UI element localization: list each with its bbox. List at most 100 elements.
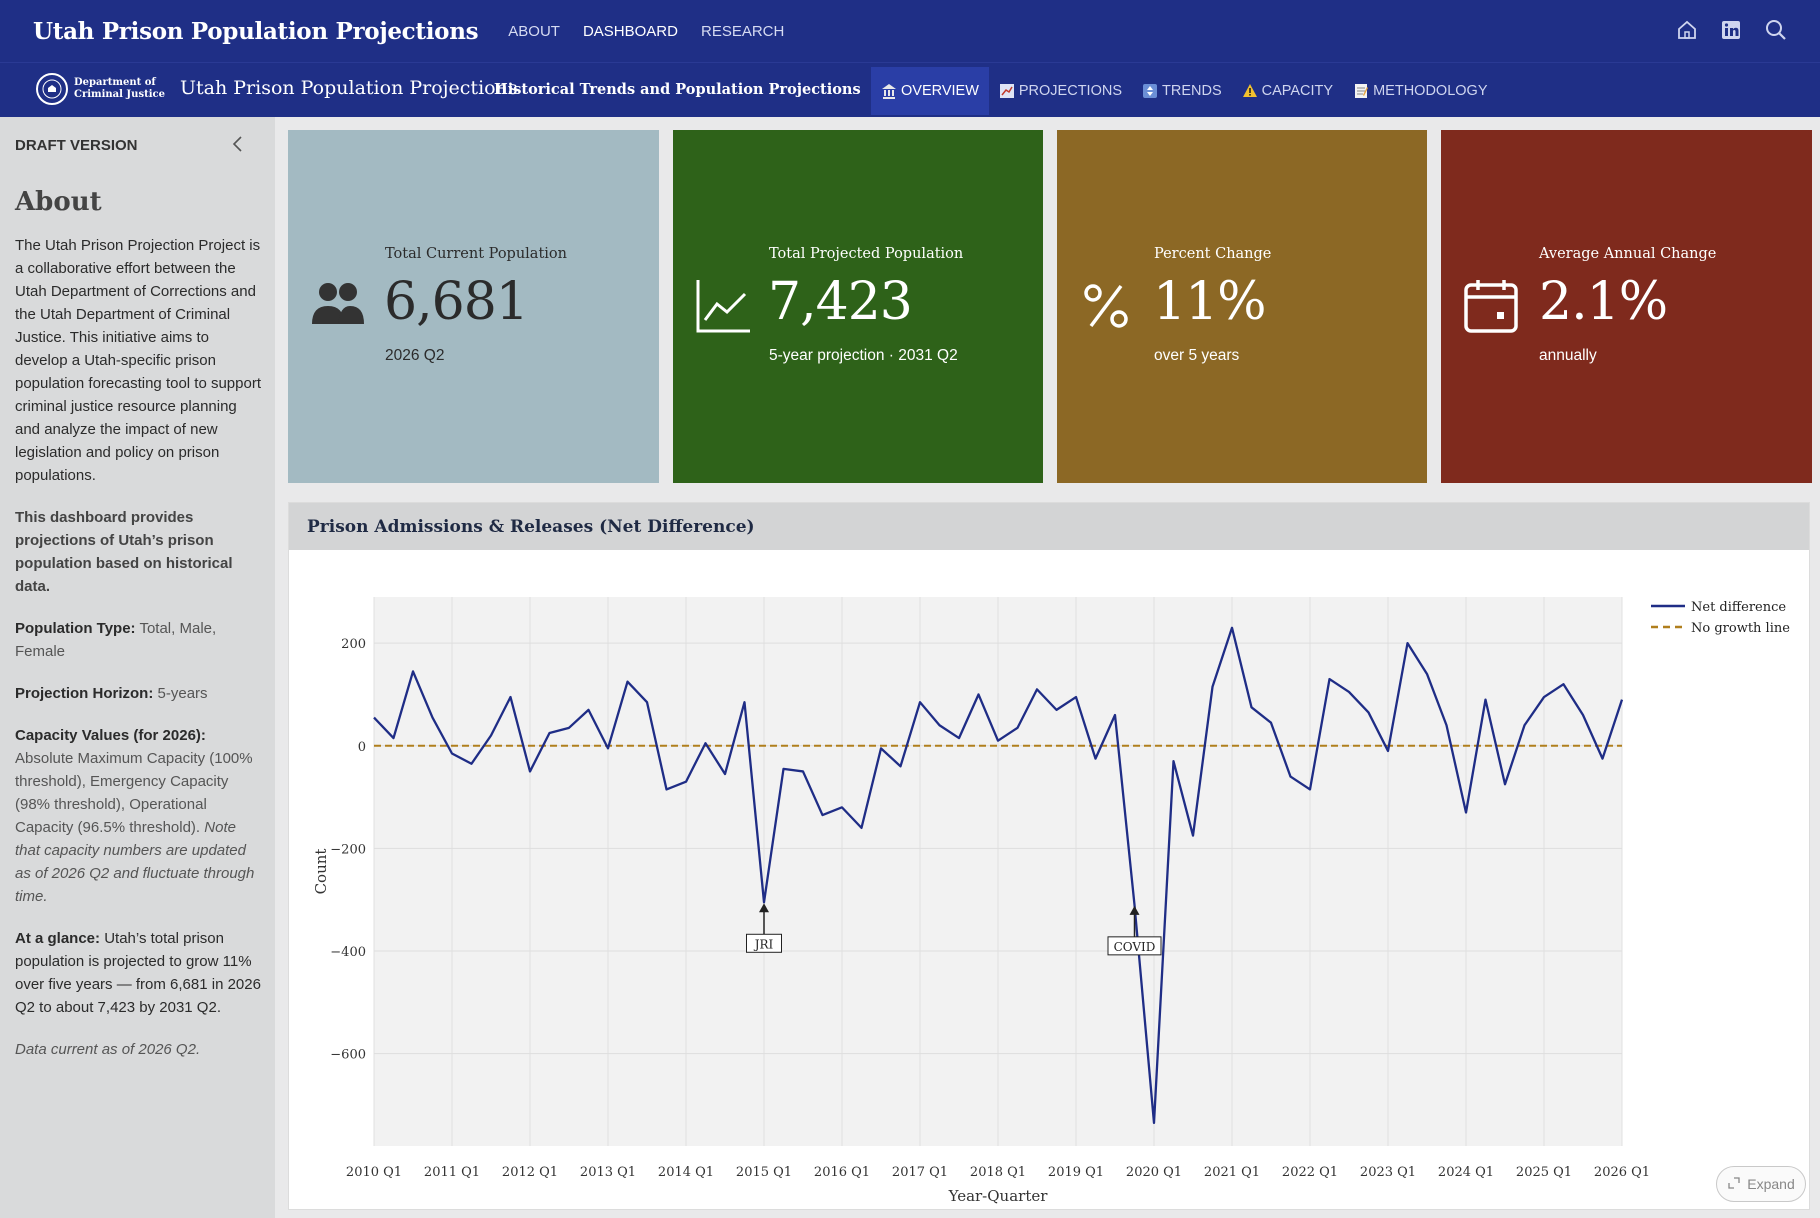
capacity-note: Note that capacity numbers are updated a… (15, 819, 255, 905)
sidebar: DRAFT VERSION About The Utah Prison Proj… (0, 117, 275, 1218)
population-type: Population Type: Total, Male, Female (15, 617, 261, 663)
about-text: The Utah Prison Projection Project is a … (15, 234, 261, 1080)
expand-label: Expand (1747, 1176, 1795, 1192)
card-annual-change: Average Annual Change 2.1% annually (1441, 130, 1812, 483)
card-label: Percent Change (1154, 246, 1272, 262)
tab-projections[interactable]: PROJECTIONS (989, 67, 1132, 115)
tab-methodology[interactable]: METHODOLOGY (1343, 67, 1497, 115)
home-icon[interactable] (1676, 19, 1698, 41)
expand-button[interactable]: Expand (1716, 1166, 1806, 1202)
y-axis-label: Count (312, 849, 330, 895)
sub-title: Utah Prison Population Projections (180, 77, 518, 99)
legend-label: No growth line (1691, 621, 1790, 636)
card-value: 2.1% (1539, 272, 1668, 332)
card-sub: over 5 years (1154, 347, 1240, 364)
x-tick-label: 2013 Q1 (580, 1165, 636, 1180)
card-projected-population: Total Projected Population 7,423 5-year … (673, 130, 1043, 483)
x-axis-label: Year-Quarter (948, 1187, 1049, 1205)
x-tick-label: 2025 Q1 (1516, 1165, 1572, 1180)
capacity-values: Capacity Values (for 2026): Absolute Max… (15, 724, 261, 908)
at-a-glance-label: At a glance: (15, 930, 101, 947)
card-current-population: Total Current Population 6,681 2026 Q2 (288, 130, 659, 483)
card-sub: 2026 Q2 (385, 347, 445, 364)
chart-panel-title: Prison Admissions & Releases (Net Differ… (289, 503, 1809, 550)
card-value: 7,423 (768, 272, 913, 332)
x-tick-label: 2016 Q1 (814, 1165, 870, 1180)
card-value: 11% (1153, 272, 1267, 332)
expand-icon (1727, 1176, 1741, 1193)
card-label: Average Annual Change (1539, 246, 1717, 262)
projection-horizon-value: 5-years (153, 685, 208, 702)
net-difference-chart[interactable]: 200 0 −200 −400 −600 2010 Q1 2011 Q1 2012 Q1 201… (289, 550, 1809, 1209)
collapse-sidebar-icon[interactable] (231, 135, 245, 158)
nav-about[interactable]: ABOUT (508, 22, 560, 40)
building-icon (881, 83, 897, 99)
nav-dashboard[interactable]: DASHBOARD (582, 22, 678, 40)
x-tick-label: 2022 Q1 (1282, 1165, 1338, 1180)
tab-overview[interactable]: OVERVIEW (871, 67, 989, 115)
line-chart-icon (695, 278, 751, 339)
annotation-label: JRI (753, 937, 774, 951)
top-navbar: Utah Prison Population Projections ABOUT… (0, 0, 1820, 62)
x-tick-label: 2015 Q1 (736, 1165, 792, 1180)
linkedin-icon[interactable] (1720, 19, 1742, 41)
x-tick-label: 2020 Q1 (1126, 1165, 1182, 1180)
data-current: Data current as of 2026 Q2. (15, 1041, 201, 1058)
annotation-label: COVID (1114, 940, 1156, 954)
app-title[interactable]: Utah Prison Population Projections (33, 17, 479, 45)
x-tick-label: 2024 Q1 (1438, 1165, 1494, 1180)
tab-capacity[interactable]: CAPACITY (1232, 67, 1343, 115)
y-tick-label: 0 (358, 740, 366, 755)
tab-capacity-label: CAPACITY (1261, 83, 1334, 99)
card-percent-change: Percent Change 11% over 5 years (1057, 130, 1427, 483)
population-type-label: Population Type: (15, 620, 136, 637)
x-tick-label: 2026 Q1 (1594, 1165, 1650, 1180)
tab-methodology-label: METHODOLOGY (1373, 83, 1488, 99)
capacity-values-text: Absolute Maximum Capacity (100% threshol… (15, 750, 253, 836)
card-value: 6,681 (384, 272, 529, 332)
annotation-box (746, 933, 782, 953)
at-a-glance: At a glance: Utah’s total prison populat… (15, 927, 261, 1019)
capacity-values-label: Capacity Values (for 2026): (15, 727, 206, 744)
tab-bar: OVERVIEW PROJECTIONS TRENDS CAPACITY MET… (871, 67, 1498, 115)
x-tick-label: 2012 Q1 (502, 1165, 558, 1180)
department-logo-text: Department of Criminal Justice (74, 77, 165, 101)
annotation-box (1107, 936, 1162, 956)
x-tick-label: 2014 Q1 (658, 1165, 714, 1180)
y-tick-label: −600 (330, 1048, 366, 1063)
x-tick-label: 2021 Q1 (1204, 1165, 1260, 1180)
annotation-arrowhead (1129, 905, 1140, 915)
chart-panel: Prison Admissions & Releases (Net Differ… (288, 502, 1810, 1210)
projection-horizon: Projection Horizon: 5-years (15, 682, 261, 705)
card-label: Total Projected Population (769, 246, 964, 262)
tab-overview-label: OVERVIEW (901, 83, 979, 99)
dept-line1: Department of (74, 77, 156, 88)
calendar-icon (1463, 278, 1519, 339)
card-sub: annually (1539, 347, 1597, 364)
y-tick-label: −200 (330, 842, 366, 857)
percent-icon (1083, 282, 1129, 335)
x-tick-label: 2010 Q1 (346, 1165, 402, 1180)
x-tick-label: 2011 Q1 (424, 1165, 480, 1180)
warning-icon (1242, 83, 1258, 99)
department-seal-icon (36, 73, 68, 105)
dept-line2: Criminal Justice (74, 89, 165, 100)
top-icons (1676, 18, 1788, 42)
people-icon (310, 280, 366, 331)
at-a-glance-text: Utah’s total prison population is projec… (15, 930, 261, 1016)
sub-subtitle: Historical Trends and Population Project… (494, 81, 861, 98)
x-tick-label: 2023 Q1 (1360, 1165, 1416, 1180)
dashboard-note: This dashboard provides projections of U… (15, 509, 233, 595)
search-icon[interactable] (1764, 18, 1788, 42)
population-type-value: Total, Male, Female (15, 620, 217, 660)
top-nav: ABOUT DASHBOARD RESEARCH (508, 23, 784, 40)
x-tick-label: 2019 Q1 (1048, 1165, 1104, 1180)
x-tick-label: 2017 Q1 (892, 1165, 948, 1180)
trend-icon (1142, 83, 1158, 99)
chart-icon (999, 83, 1015, 99)
tab-trends[interactable]: TRENDS (1132, 67, 1232, 115)
card-label: Total Current Population (385, 246, 567, 262)
draft-label: DRAFT VERSION (15, 137, 138, 154)
about-heading: About (15, 187, 102, 217)
nav-research[interactable]: RESEARCH (700, 22, 785, 40)
